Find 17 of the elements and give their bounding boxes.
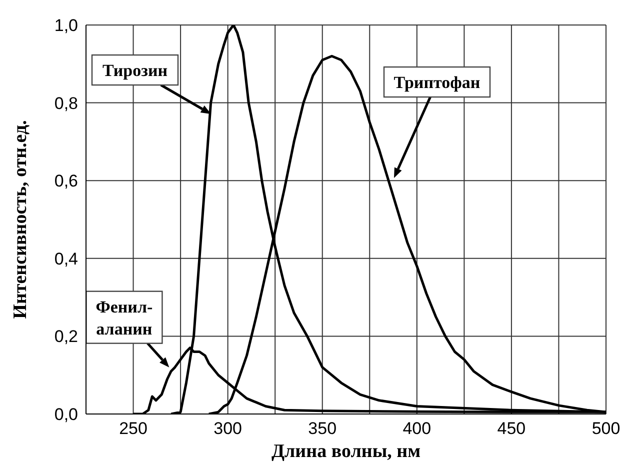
y-tick-label: 0,0: [54, 405, 78, 424]
x-tick-label: 300: [214, 419, 242, 438]
y-tick-label: 1,0: [54, 16, 78, 36]
x-axis-title: Длина волны, нм: [271, 441, 421, 462]
y-tick-label: 0,2: [54, 327, 78, 346]
x-tick-label: 500: [592, 419, 620, 438]
y-tick-label: 0,8: [54, 94, 78, 113]
y-axis-title: Интенсивность, отн.ед.: [10, 120, 31, 319]
y-tick-label: 0,6: [54, 172, 78, 191]
y-tick-label: 0,4: [54, 249, 78, 268]
x-tick-label: 350: [308, 419, 337, 438]
x-tick-label: 400: [402, 419, 432, 438]
x-tick-label: 450: [497, 419, 526, 438]
x-tick-label: 250: [119, 419, 148, 438]
annotation: Тирозин: [102, 61, 168, 80]
annotation: Фенил- аланин: [96, 297, 154, 338]
annotation: Триптофан: [394, 73, 480, 92]
